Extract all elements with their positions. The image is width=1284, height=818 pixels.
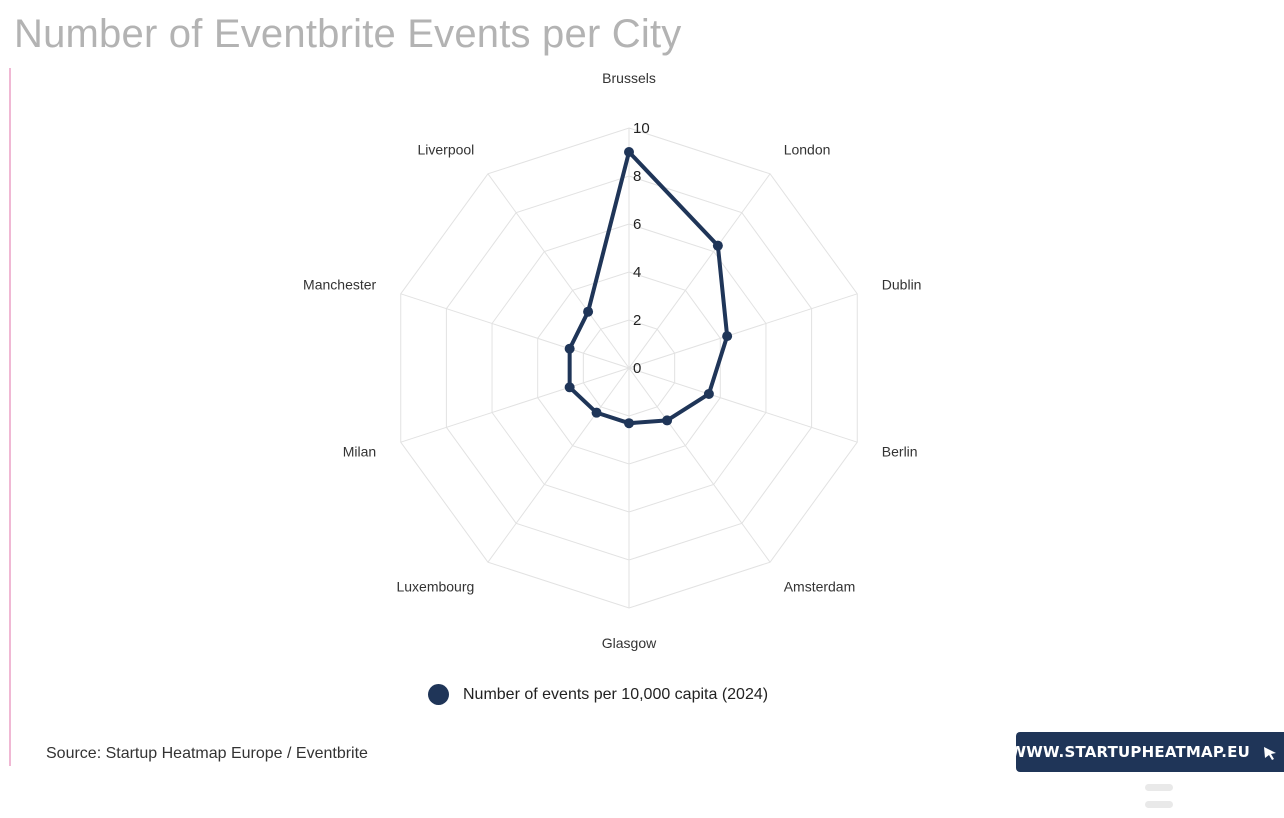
category-label-glasgow: Glasgow [602, 635, 657, 651]
grid-spoke [400, 293, 630, 369]
data-point-berlin[interactable] [703, 388, 714, 399]
data-point-london[interactable] [712, 240, 723, 251]
data-point-amsterdam[interactable] [662, 415, 673, 426]
radial-tick-labels: 0 2 4 6 8 10 [633, 120, 650, 377]
tick-label: 4 [633, 264, 641, 281]
website-link-button[interactable]: WWW.STARTUPHEATMAP.EU [1010, 732, 1284, 772]
data-point-luxembourg[interactable] [591, 407, 602, 418]
tick-label: 10 [633, 120, 650, 137]
data-point-milan[interactable] [564, 382, 575, 393]
series-line [567, 150, 730, 426]
website-link-label: WWW.STARTUPHEATMAP.EU [1009, 743, 1250, 761]
scroll-handle[interactable] [1145, 784, 1173, 810]
tick-label: 6 [633, 216, 641, 233]
category-label-berlin: Berlin [882, 443, 918, 459]
data-point-dublin[interactable] [722, 331, 733, 342]
accent-rule [9, 68, 11, 766]
legend[interactable]: Number of events per 10,000 capita (2024… [428, 684, 768, 705]
source-note: Source: Startup Heatmap Europe / Eventbr… [46, 745, 368, 762]
legend-label: Number of events per 10,000 capita (2024… [463, 685, 769, 703]
grid-spoke [628, 367, 858, 443]
series-layer [564, 147, 733, 429]
page-title: Number of Eventbrite Events per City [14, 12, 682, 56]
category-label-milan: Milan [343, 443, 376, 459]
grid-spoke [628, 173, 771, 369]
grid-spoke [628, 293, 858, 369]
grid-spoke [400, 367, 630, 443]
category-label-manchester: Manchester [303, 277, 376, 293]
grid-spoke [487, 367, 630, 563]
cursor-arrow-icon [1264, 747, 1276, 760]
data-point-brussels[interactable] [624, 147, 634, 157]
category-label-dublin: Dublin [882, 277, 922, 293]
radar-grid [400, 127, 858, 609]
grid-spoke [628, 367, 771, 563]
tick-label: 0 [633, 360, 641, 377]
tick-label: 8 [633, 168, 641, 185]
category-label-brussels: Brussels [602, 70, 656, 86]
legend-circle-icon [428, 684, 449, 705]
category-label-luxembourg: Luxembourg [396, 578, 474, 594]
category-label-amsterdam: Amsterdam [784, 578, 856, 594]
tick-label: 2 [633, 312, 641, 329]
data-point-manchester[interactable] [564, 343, 575, 354]
grid-spoke [487, 173, 630, 369]
category-labels: Brussels London Dublin Berlin Amsterdam Glasg… [303, 70, 921, 651]
data-point-glasgow[interactable] [624, 418, 634, 429]
category-label-london: London [784, 142, 831, 158]
data-point-liverpool[interactable] [583, 306, 594, 317]
category-label-liverpool: Liverpool [417, 142, 474, 158]
